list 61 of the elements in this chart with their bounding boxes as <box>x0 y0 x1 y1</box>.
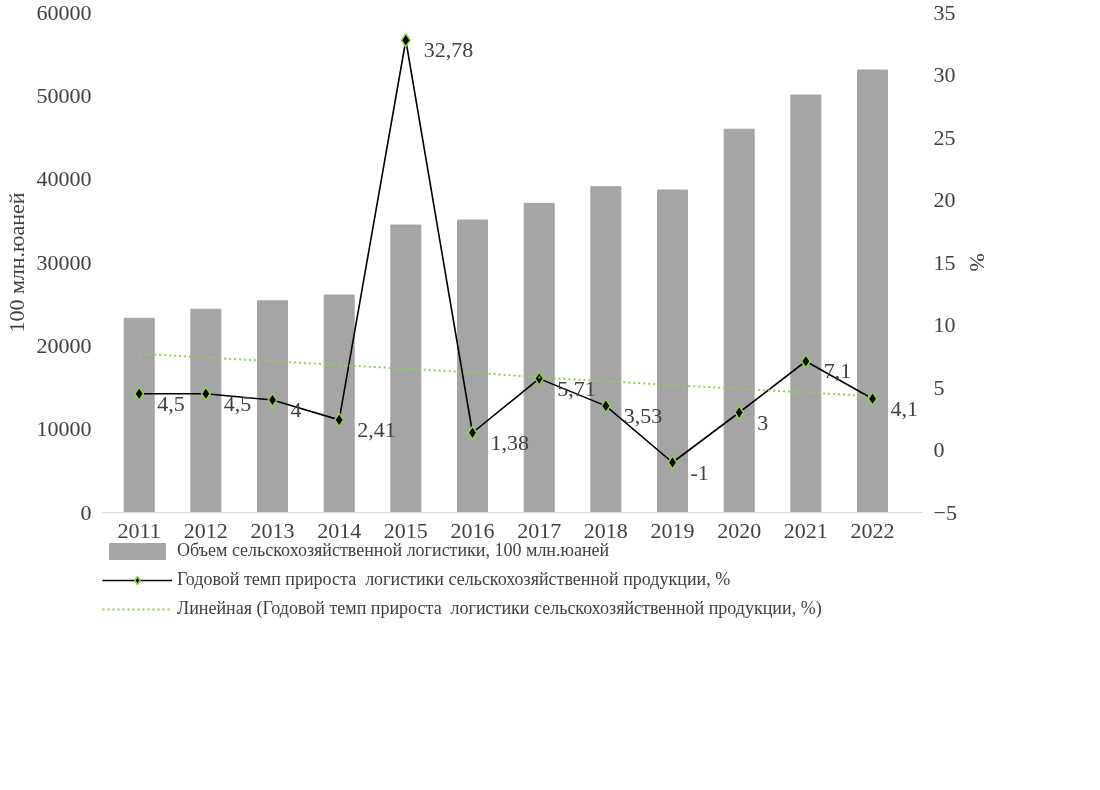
bar <box>723 128 755 513</box>
bar <box>323 294 355 513</box>
x-tick-label: 2021 <box>783 517 828 543</box>
x-tick-label: 2013 <box>250 517 295 543</box>
y2-tick-label: −5 <box>933 499 957 525</box>
legend-label: Линейная (Годовой темп прироста логистики сельскохозяйственной продукции, %) <box>177 598 822 619</box>
x-tick-label: 2011 <box>117 517 161 543</box>
bar <box>457 219 488 513</box>
bar <box>257 300 288 513</box>
y-tick-label: 40000 <box>36 166 92 192</box>
y2-tick-label: 30 <box>933 62 956 87</box>
x-tick-label: 2018 <box>583 517 628 543</box>
point <box>667 455 678 470</box>
point <box>400 33 411 48</box>
data-label: 32,78 <box>423 37 474 63</box>
point <box>134 386 145 401</box>
y2-tick-label: 0 <box>933 437 945 462</box>
y-tick-label: 30000 <box>36 249 92 275</box>
data-label: 1,38 <box>490 429 529 455</box>
y-axis-title: 100 млн.юаней <box>3 192 29 333</box>
point <box>734 405 745 420</box>
x-tick-label: 2017 <box>517 517 562 543</box>
x-tick-label: 2014 <box>317 517 362 543</box>
point <box>467 425 478 440</box>
point <box>200 386 211 401</box>
data-label: 4,1 <box>890 395 918 421</box>
point <box>867 391 878 406</box>
data-label: -1 <box>690 459 709 485</box>
y2-tick-label: 20 <box>933 187 956 212</box>
y2-tick-label: 5 <box>933 374 945 400</box>
legend-label: Объем сельскохозяйственной логистики, 100 млн.юаней <box>177 540 610 561</box>
x-tick-label: 2020 <box>717 517 762 543</box>
bar <box>790 94 822 513</box>
point <box>534 371 545 386</box>
data-label: 4,5 <box>157 390 185 416</box>
data-label: 7,1 <box>823 358 852 384</box>
legend-label: Годовой темп прироста логистики сельскохозяйственной продукции, % <box>177 569 731 590</box>
x-tick-label: 2016 <box>450 517 495 543</box>
y2-tick-label: 10 <box>933 312 956 337</box>
data-label: 3 <box>757 409 769 435</box>
bar <box>857 69 888 513</box>
y2-axis-title: % <box>964 253 990 272</box>
x-tick-label: 2019 <box>650 517 695 543</box>
data-label: 3,53 <box>623 402 663 428</box>
point <box>800 354 811 369</box>
x-tick-label: 2012 <box>183 517 228 543</box>
y2-tick-label: 25 <box>933 124 956 150</box>
x-tick-label: 2015 <box>383 517 428 543</box>
y-tick-label: 50000 <box>36 82 92 108</box>
y-tick-label: 10000 <box>36 416 92 442</box>
bar <box>190 308 222 513</box>
bar <box>123 317 155 513</box>
data-label: 5,71 <box>557 375 596 401</box>
data-label: 4,5 <box>223 390 252 416</box>
data-label: 2,41 <box>357 416 396 442</box>
y-tick-label: 0 <box>80 499 92 525</box>
y-tick-label: 60000 <box>36 0 92 25</box>
x-tick-label: 2022 <box>850 517 895 543</box>
y-tick-label: 20000 <box>36 332 92 358</box>
y2-tick-label: 15 <box>933 249 956 275</box>
y2-tick-label: 35 <box>933 0 956 25</box>
